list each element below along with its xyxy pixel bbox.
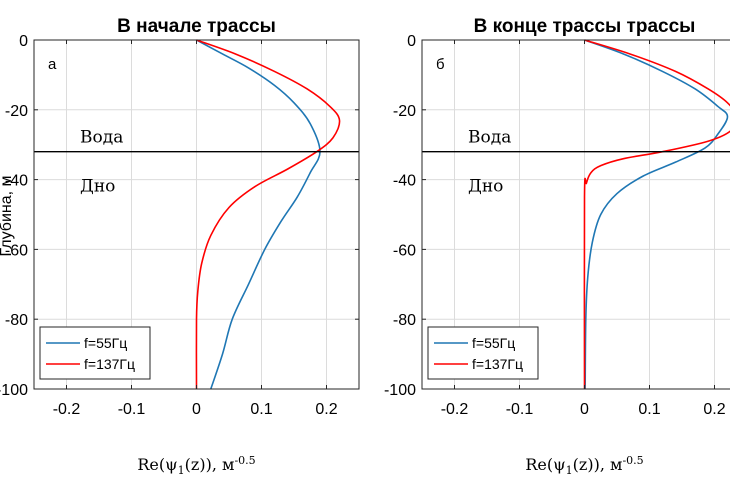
x-tick-label-b-2: 0 — [580, 401, 589, 418]
panel-b: В конце трассы трассы б Вода Дно -0.2 -0.… — [384, 16, 730, 477]
bottom-label-a: Дно — [80, 177, 115, 197]
series-line-b-0 — [584, 39, 729, 390]
x-tick-label-a-2: 0 — [192, 401, 201, 418]
y-tick-label-a-5: -100 — [0, 382, 28, 399]
legend-label-b-0: f=55Гц — [472, 335, 515, 351]
series-line-a-0 — [196, 39, 321, 390]
legend-b: f=55Гц f=137Гц — [427, 326, 539, 380]
y-tick-label-a-2: -40 — [5, 173, 28, 190]
panel-label-b: б — [436, 56, 445, 73]
chart-title-b: В конце трассы трассы — [474, 16, 696, 37]
legend-box-a — [39, 326, 151, 380]
x-tick-label-b-4: 0.2 — [703, 401, 725, 418]
y-tick-label-b-0: 0 — [407, 33, 416, 50]
x-tick-label-a-3: 0.1 — [250, 401, 272, 418]
y-tick-label-a-3: -60 — [5, 242, 28, 259]
x-label-base-a: Re(ψ — [137, 455, 177, 474]
x-label-sub-b: 1 — [566, 464, 573, 477]
x-tick-label-a-4: 0.2 — [315, 401, 337, 418]
chart-title-a: В начале трассы — [117, 16, 276, 37]
legend-label-a-1: f=137Гц — [84, 356, 135, 372]
x-label-sup-a: -0.5 — [234, 454, 255, 467]
x-label-sub-a: 1 — [178, 464, 185, 477]
x-axis-label-b: Re(ψ1(z)), м-0.5 — [525, 454, 643, 477]
x-label-mid-b: (z)), м — [573, 455, 623, 474]
y-tick-label-a-4: -80 — [5, 312, 28, 329]
y-tick-label-b-2: -40 — [393, 173, 416, 190]
legend-label-a-0: f=55Гц — [84, 335, 127, 351]
x-label-mid-a: (z)), м — [185, 455, 235, 474]
water-label-b: Вода — [468, 128, 511, 148]
x-tick-label-b-1: -0.1 — [506, 401, 534, 418]
panel-label-a: а — [48, 56, 57, 73]
series-line-a-1 — [195, 39, 341, 390]
axes-frame-b — [421, 39, 730, 390]
x-label-base-b: Re(ψ — [525, 455, 565, 474]
legend-a: f=55Гц f=137Гц — [39, 326, 151, 380]
x-tick-label-b-0: -0.2 — [441, 401, 469, 418]
ticks-a: -0.2 -0.1 0 0.1 0.2 0 -20 -40 -60 -80 -100 — [0, 33, 359, 418]
axes-frame-a — [33, 39, 360, 390]
y-tick-label-b-5: -100 — [384, 382, 416, 399]
y-axis-label: Глубина, м — [0, 175, 15, 256]
series-group-b — [583, 39, 730, 390]
legend-box-b — [427, 326, 539, 380]
bottom-label-b: Дно — [468, 177, 503, 197]
x-axis-label-a: Re(ψ1(z)), м-0.5 — [137, 454, 255, 477]
y-tick-label-b-4: -80 — [393, 312, 416, 329]
x-label-sup-b: -0.5 — [622, 454, 643, 467]
x-tick-label-a-1: -0.1 — [118, 401, 146, 418]
water-label-a: Вода — [80, 128, 123, 148]
y-tick-label-a-0: 0 — [19, 33, 28, 50]
y-tick-label-b-1: -20 — [393, 103, 416, 120]
series-group-a — [195, 39, 341, 390]
x-tick-label-b-3: 0.1 — [638, 401, 660, 418]
series-line-b-1 — [583, 39, 730, 390]
y-tick-label-a-1: -20 — [5, 103, 28, 120]
panel-a: В начале трассы а Вода Дно -0.2 -0.1 0 0.1 0… — [0, 16, 360, 477]
x-tick-label-a-0: -0.2 — [53, 401, 81, 418]
legend-label-b-1: f=137Гц — [472, 356, 523, 372]
ticks-b: -0.2 -0.1 0 0.1 0.2 0 -20 -40 -60 -80 -100 — [384, 33, 726, 418]
y-tick-label-b-3: -60 — [393, 242, 416, 259]
